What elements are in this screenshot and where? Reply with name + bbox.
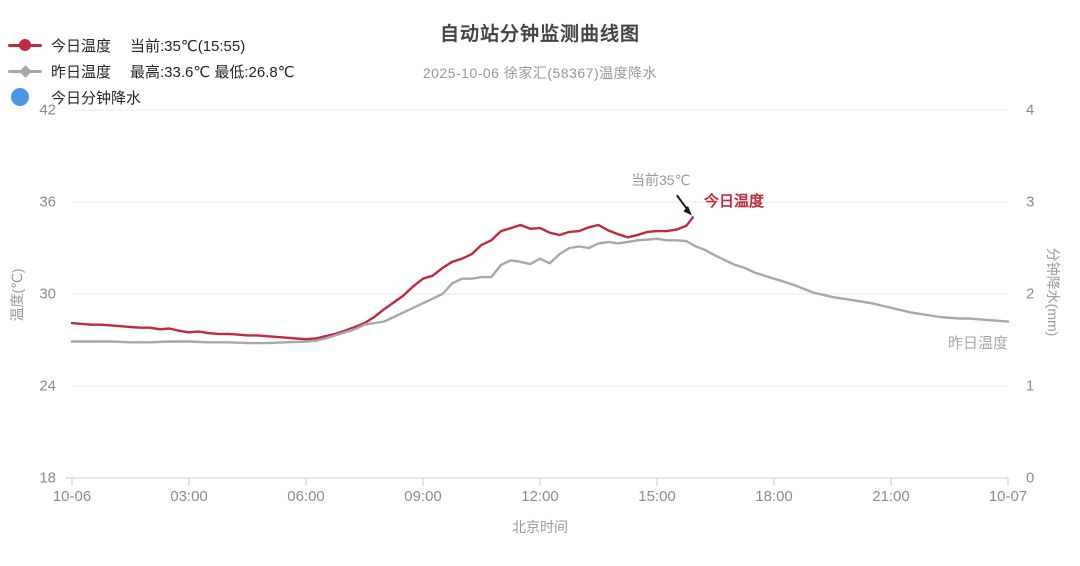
series-line-昨日温度 [70,237,1010,345]
left-axis-tick-label: 30 [39,285,56,303]
x-tick-label: 03:00 [170,488,208,505]
legend-item-today-temp[interactable]: 今日温度 当前:35℃(15:55) [8,32,295,58]
legend-label-today-temp: 今日温度 [51,37,112,55]
yesterday-temp-line-diamond-icon [8,62,42,80]
x-tick-label: 15:00 [638,488,676,505]
left-axis-tick-label: 36 [39,193,56,211]
left-axis-tick-label: 24 [39,377,56,395]
right-axis-name: 分钟降水(mm) [1045,247,1061,337]
x-tick-label: 10-07 [988,488,1028,505]
legend-label-today-rain: 今日分钟降水 [51,89,142,107]
today-rain-circle-icon [8,88,42,106]
right-axis-tick-label: 3 [1026,193,1035,211]
legend-item-today-rain[interactable]: 今日分钟降水 [8,84,295,110]
annotation-arrow-head [683,205,692,216]
legend: 今日温度 当前:35℃(15:55) 昨日温度 最高:33.6℃ 最低:26.8… [8,32,295,110]
legend-detail-current-temp: 当前:35℃(15:55) [130,37,246,55]
right-axis-tick-label: 2 [1026,285,1035,303]
chart-subtitle: 2025-10-06 徐家汇(58367)温度降水 [422,65,658,81]
x-axis-name: 北京时间 [512,519,568,535]
current-temp-annotation: 当前35℃ [631,172,691,188]
yesterday-series-end-label: 昨日温度 [948,335,1009,352]
today-series-end-label: 今日温度 [704,193,765,210]
x-tick-label: 18:00 [755,488,793,505]
series-line-今日温度 [70,216,695,341]
chart-title: 自动站分钟监测曲线图 [439,24,640,45]
x-tick-label: 21:00 [872,488,910,505]
left-axis-name: 温度(℃) [9,268,25,322]
x-tick-label: 12:00 [521,488,559,505]
x-tick-label: 06:00 [287,488,325,505]
right-axis-tick-label: 4 [1026,101,1035,119]
x-tick-label: 10-06 [52,488,92,505]
right-axis-tick-label: 1 [1026,377,1035,395]
today-temp-line-circle-icon [8,36,42,54]
x-tick-label: 09:00 [404,488,442,505]
right-axis-tick-label: 0 [1026,469,1035,487]
legend-item-yesterday-temp[interactable]: 昨日温度 最高:33.6℃ 最低:26.8℃ [8,58,295,84]
left-axis-tick-label: 42 [39,101,56,119]
legend-detail-max-min-temp: 最高:33.6℃ 最低:26.8℃ [130,63,295,81]
left-axis-tick-label: 18 [39,469,56,487]
legend-label-yesterday-temp: 昨日温度 [51,63,112,81]
